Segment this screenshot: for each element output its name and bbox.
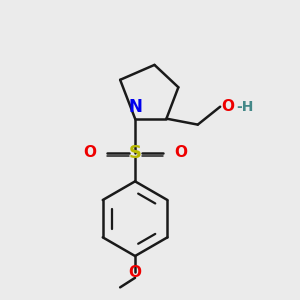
Text: -H: -H [237,100,254,114]
Text: N: N [128,98,142,116]
Text: S: S [129,144,142,162]
Text: O: O [174,146,187,160]
Text: O: O [83,146,96,160]
Text: O: O [222,99,235,114]
Text: O: O [129,265,142,280]
